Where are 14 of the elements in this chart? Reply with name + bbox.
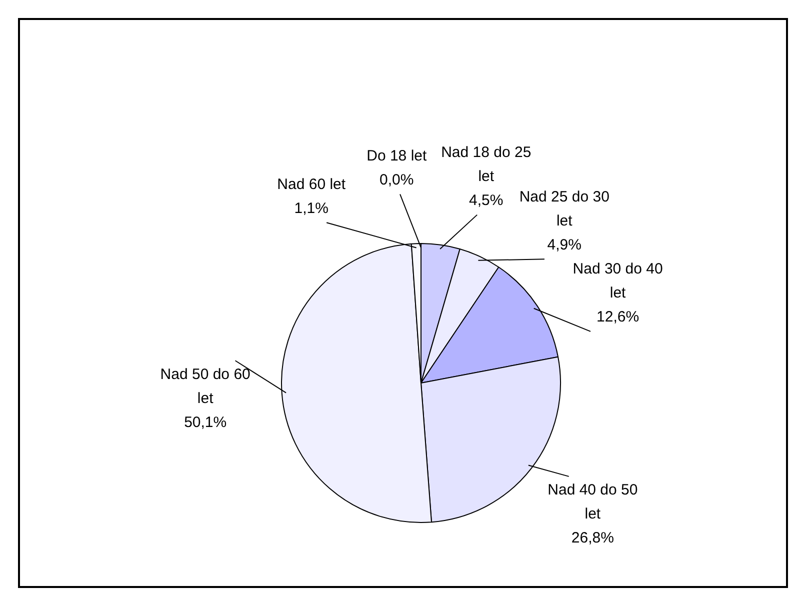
- slice-label: Nad 40 do 50 let: [548, 482, 638, 523]
- data-label: 26,8%: [571, 530, 614, 547]
- data-label: 50,1%: [184, 414, 227, 431]
- text: 0,0%: [380, 171, 414, 188]
- slice-label: Nad 30 do 40 let: [572, 260, 663, 302]
- data-label: 4,9%: [547, 236, 582, 254]
- category-label: Do 18 let: [366, 147, 427, 164]
- slice-label: Nad 18 do 25 let: [441, 144, 532, 185]
- slice-label: Nad 25 do 30 let: [519, 188, 610, 230]
- slice-label: Nad 50 do 60 let: [160, 366, 250, 407]
- data-label: 1,1%: [294, 200, 328, 217]
- slice-label: Nad 60 let: [277, 176, 346, 193]
- data-label: 4,5%: [469, 192, 504, 209]
- data-label: 12,6%: [596, 308, 640, 326]
